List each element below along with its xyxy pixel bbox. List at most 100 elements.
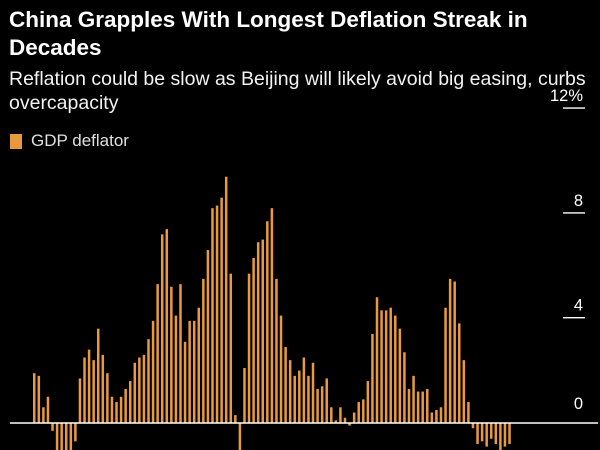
bar [128,381,132,423]
bar [78,378,82,423]
bar [302,357,306,423]
bar [69,423,73,450]
bar [448,278,452,423]
bar [480,423,484,442]
bar [133,362,137,423]
legend: GDP deflator [10,131,129,151]
bar [485,423,488,447]
bar [138,357,141,423]
bar [421,391,424,423]
bar [311,362,315,423]
bar [51,423,54,431]
bar [64,423,68,450]
bar [499,423,502,450]
y-tick-label: 8 [574,192,583,210]
bar [165,229,169,423]
bar [170,286,173,423]
bar [444,307,447,423]
bar [403,352,406,423]
bar [156,284,159,423]
bar [380,310,383,423]
bar [261,239,264,423]
bar [476,423,479,444]
bar [110,396,114,423]
bar [106,373,109,423]
y-tick-label: 0 [574,395,583,413]
bar [462,360,466,423]
bar [471,423,475,429]
bar [197,307,201,423]
bar [439,407,443,423]
bar [142,354,146,423]
bar [234,415,237,423]
legend-swatch-gdp-deflator [10,133,22,149]
bar [83,357,86,423]
bar [215,205,219,423]
bar [60,423,63,450]
bar [256,242,260,423]
bar [206,250,210,423]
bar [362,399,365,423]
bar [92,360,95,423]
bar [243,367,246,423]
bar [96,328,100,423]
bar [426,388,429,423]
bar [339,407,342,423]
bar [220,197,223,423]
bar [252,257,255,423]
bar [307,375,310,423]
bar [284,347,287,423]
chart-subtitle: Reflation could be slow as Beijing will … [9,68,586,114]
bar [115,402,118,423]
bar [151,320,155,423]
bar [435,409,438,423]
bar [147,339,150,423]
bar [389,307,392,423]
bar [467,402,470,423]
bar [238,423,242,450]
bar [325,378,328,423]
bar [87,349,91,423]
bar [416,391,420,423]
bar [316,388,319,423]
bar [101,354,105,423]
bar [490,423,493,439]
bar [494,423,498,444]
bar [357,402,360,423]
chart-title: China Grapples With Longest Deflation St… [9,7,528,60]
bar [320,386,324,423]
bar [384,310,388,423]
legend-label-gdp-deflator: GDP deflator [31,131,129,150]
bar [275,278,278,423]
bar [398,328,402,423]
bar [503,423,507,447]
bar [42,407,45,423]
bar [37,375,41,423]
bar [270,208,274,423]
bar [366,381,370,423]
bar [229,273,233,423]
bar [343,417,347,423]
y-tick-label: 12% [550,87,583,105]
bar [334,420,338,423]
bar [160,234,164,423]
bar [412,375,415,423]
bar [174,315,178,423]
bar [55,423,59,450]
bar [430,412,434,423]
bar [293,375,296,423]
bar [224,176,228,423]
bar [279,315,283,423]
bar [407,388,411,423]
bar [211,208,214,423]
bar [247,273,251,423]
bar [179,284,182,423]
bar [202,278,205,423]
bar [46,396,50,423]
bar [33,373,36,423]
bar [288,360,292,423]
y-tick-label: 4 [574,297,583,315]
bar [394,315,397,423]
bar [371,333,374,423]
bar [453,281,456,423]
